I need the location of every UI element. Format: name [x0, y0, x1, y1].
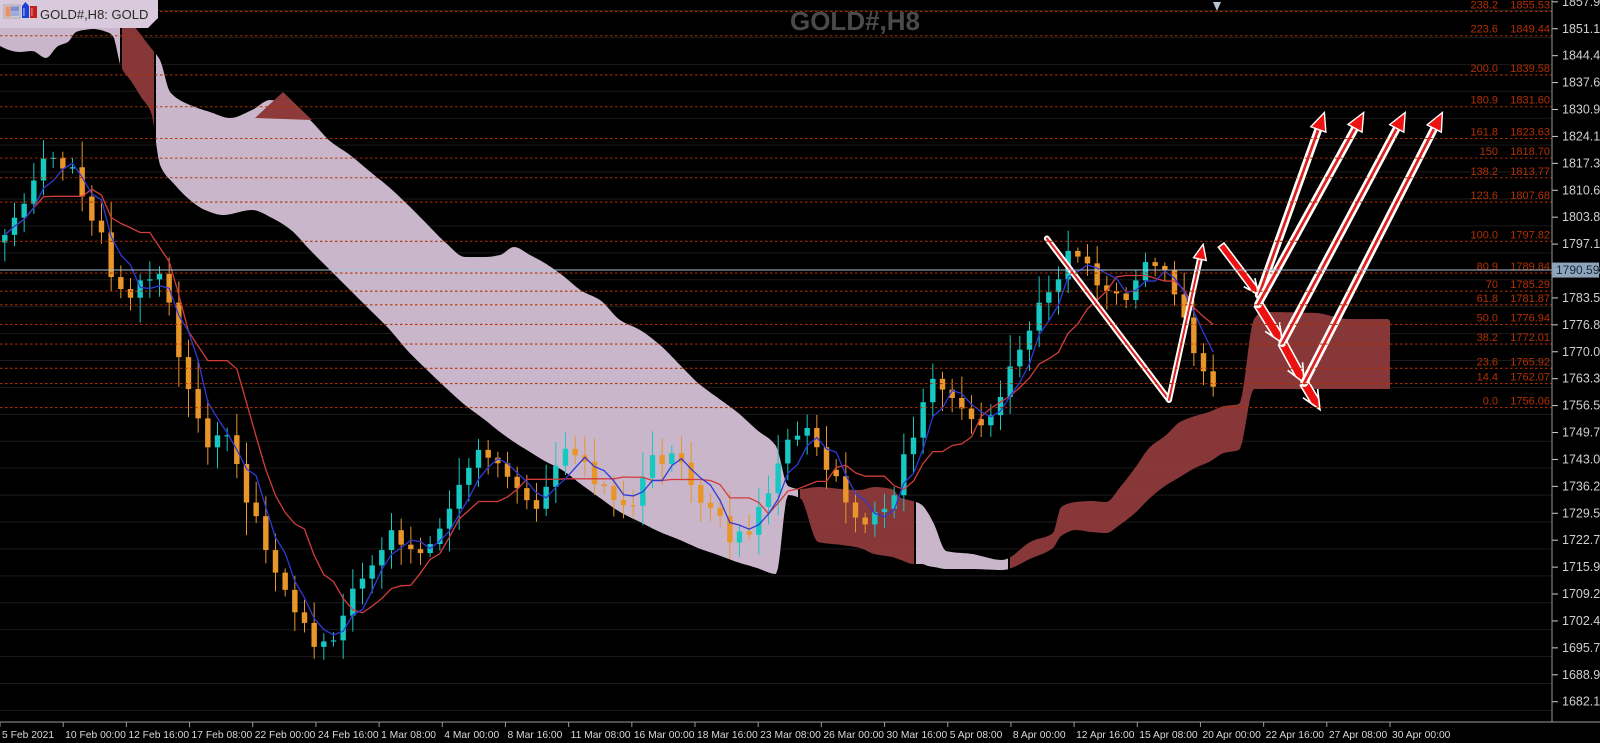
- svg-text:1855.53: 1855.53: [1510, 0, 1550, 11]
- svg-text:0.0: 0.0: [1483, 396, 1498, 408]
- svg-text:1785.29: 1785.29: [1510, 279, 1550, 291]
- svg-text:5 Feb 2021: 5 Feb 2021: [2, 730, 54, 741]
- svg-text:1722.75: 1722.75: [1562, 533, 1600, 547]
- svg-text:15 Apr 08:00: 15 Apr 08:00: [1139, 730, 1198, 741]
- svg-text:1709.23: 1709.23: [1562, 587, 1600, 601]
- svg-text:10 Feb 00:00: 10 Feb 00:00: [65, 730, 126, 741]
- svg-text:1765.92: 1765.92: [1510, 356, 1550, 368]
- svg-text:1749.79: 1749.79: [1562, 426, 1600, 440]
- svg-text:12 Feb 16:00: 12 Feb 16:00: [128, 730, 189, 741]
- svg-text:1797.82: 1797.82: [1510, 229, 1550, 241]
- svg-text:1823.63: 1823.63: [1510, 127, 1550, 139]
- svg-text:50.0: 50.0: [1477, 312, 1498, 324]
- svg-text:1770.07: 1770.07: [1562, 345, 1600, 359]
- svg-text:1763.31: 1763.31: [1562, 372, 1600, 386]
- svg-text:23.6: 23.6: [1477, 356, 1498, 368]
- svg-text:20 Apr 00:00: 20 Apr 00:00: [1202, 730, 1261, 741]
- svg-text:1783.59: 1783.59: [1562, 291, 1600, 305]
- svg-text:1813.77: 1813.77: [1510, 166, 1550, 178]
- svg-text:8 Apr 00:00: 8 Apr 00:00: [1013, 730, 1066, 741]
- svg-text:27 Apr 08:00: 27 Apr 08:00: [1329, 730, 1388, 741]
- svg-text:1807.68: 1807.68: [1510, 190, 1550, 202]
- svg-text:1837.67: 1837.67: [1562, 76, 1600, 90]
- svg-text:70: 70: [1486, 279, 1498, 291]
- svg-text:150: 150: [1480, 146, 1498, 158]
- svg-text:18 Mar 16:00: 18 Mar 16:00: [697, 730, 758, 741]
- svg-text:180.9: 180.9: [1470, 95, 1498, 107]
- svg-text:100.0: 100.0: [1470, 229, 1498, 241]
- svg-text:22 Feb 00:00: 22 Feb 00:00: [255, 730, 316, 741]
- svg-text:1772.01: 1772.01: [1510, 332, 1550, 344]
- svg-text:1817.39: 1817.39: [1562, 156, 1600, 170]
- svg-text:17 Feb 08:00: 17 Feb 08:00: [192, 730, 253, 741]
- svg-text:1789.84: 1789.84: [1510, 261, 1550, 273]
- svg-text:8 Mar 16:00: 8 Mar 16:00: [507, 730, 562, 741]
- svg-text:80.9: 80.9: [1477, 261, 1498, 273]
- svg-text:16 Mar 00:00: 16 Mar 00:00: [634, 730, 695, 741]
- svg-text:1831.60: 1831.60: [1510, 95, 1550, 107]
- svg-text:22 Apr 16:00: 22 Apr 16:00: [1266, 730, 1325, 741]
- svg-text:123.6: 123.6: [1470, 190, 1498, 202]
- svg-text:1702.47: 1702.47: [1562, 614, 1600, 628]
- svg-text:223.6: 223.6: [1470, 24, 1498, 36]
- svg-text:1776.83: 1776.83: [1562, 318, 1600, 332]
- svg-text:1810.63: 1810.63: [1562, 183, 1600, 197]
- svg-text:24 Feb 16:00: 24 Feb 16:00: [318, 730, 379, 741]
- svg-text:1756.55: 1756.55: [1562, 399, 1600, 413]
- svg-text:61.8: 61.8: [1477, 293, 1498, 305]
- svg-text:1818.70: 1818.70: [1510, 146, 1550, 158]
- svg-text:4 Mar 00:00: 4 Mar 00:00: [444, 730, 499, 741]
- svg-text:14.4: 14.4: [1477, 372, 1498, 384]
- svg-text:238.2: 238.2: [1470, 0, 1498, 11]
- svg-text:1797.11: 1797.11: [1562, 237, 1600, 251]
- svg-text:1762.07: 1762.07: [1510, 372, 1550, 384]
- svg-text:1736.27: 1736.27: [1562, 479, 1600, 493]
- svg-text:1790.59: 1790.59: [1556, 263, 1600, 277]
- svg-text:1824.15: 1824.15: [1562, 129, 1600, 143]
- svg-text:5 Apr 08:00: 5 Apr 08:00: [950, 730, 1003, 741]
- svg-text:12 Apr 16:00: 12 Apr 16:00: [1076, 730, 1135, 741]
- svg-text:161.8: 161.8: [1470, 127, 1498, 139]
- svg-text:1830.91: 1830.91: [1562, 103, 1600, 117]
- svg-text:GOLD#,H8: GOLD#,H8: [790, 6, 920, 36]
- svg-text:23 Mar 08:00: 23 Mar 08:00: [760, 730, 821, 741]
- svg-text:1839.58: 1839.58: [1510, 63, 1550, 75]
- svg-text:11 Mar 08:00: 11 Mar 08:00: [571, 730, 631, 741]
- svg-text:1 Mar 08:00: 1 Mar 08:00: [381, 730, 436, 741]
- svg-text:1756.06: 1756.06: [1510, 396, 1550, 408]
- svg-text:138.2: 138.2: [1470, 166, 1498, 178]
- svg-text:1688.95: 1688.95: [1562, 668, 1600, 682]
- svg-text:30 Mar 16:00: 30 Mar 16:00: [887, 730, 948, 741]
- svg-text:1743.03: 1743.03: [1562, 452, 1600, 466]
- svg-text:1844.43: 1844.43: [1562, 49, 1600, 63]
- svg-text:1803.87: 1803.87: [1562, 210, 1600, 224]
- svg-text:1849.44: 1849.44: [1510, 24, 1550, 36]
- svg-text:1781.87: 1781.87: [1510, 293, 1550, 305]
- svg-text:1729.51: 1729.51: [1562, 506, 1600, 520]
- svg-text:1776.94: 1776.94: [1510, 312, 1550, 324]
- svg-text:1851.19: 1851.19: [1562, 22, 1600, 36]
- svg-text:GOLD#,H8: GOLD: GOLD#,H8: GOLD: [40, 7, 148, 22]
- svg-text:1715.99: 1715.99: [1562, 560, 1600, 574]
- svg-text:30 Apr 00:00: 30 Apr 00:00: [1392, 730, 1451, 741]
- svg-text:26 Mar 00:00: 26 Mar 00:00: [823, 730, 884, 741]
- svg-text:200.0: 200.0: [1470, 63, 1498, 75]
- svg-text:1682.19: 1682.19: [1562, 695, 1600, 709]
- svg-text:1695.71: 1695.71: [1562, 641, 1600, 655]
- svg-text:38.2: 38.2: [1477, 332, 1498, 344]
- svg-text:1857.95: 1857.95: [1562, 0, 1600, 9]
